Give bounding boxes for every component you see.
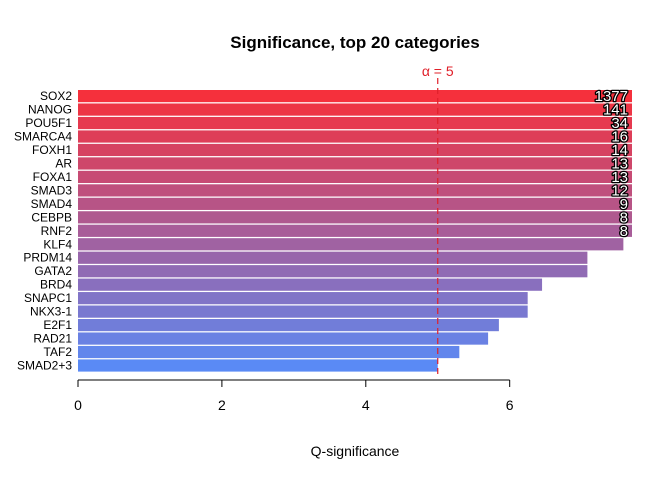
bar-smad2-3 bbox=[78, 359, 438, 372]
bar-smad3 bbox=[78, 184, 632, 197]
x-tick-label: 2 bbox=[218, 397, 226, 413]
bar-rnf2 bbox=[78, 224, 632, 237]
category-label: KLF4 bbox=[43, 237, 72, 251]
bar-sox2 bbox=[78, 90, 632, 103]
category-label: SMARCA4 bbox=[14, 130, 72, 144]
category-label: SOX2 bbox=[40, 89, 72, 103]
category-label: SNAPC1 bbox=[24, 291, 72, 305]
bar-e2f1 bbox=[78, 318, 499, 332]
x-axis: 0 2 4 6 bbox=[74, 379, 514, 413]
category-label: FOXA1 bbox=[33, 170, 73, 184]
bar-smarca4 bbox=[78, 130, 632, 143]
bar-pou5f1 bbox=[78, 116, 632, 130]
value-label: 141 bbox=[603, 102, 628, 119]
category-label: PRDM14 bbox=[23, 251, 72, 265]
value-label: 12 bbox=[611, 182, 628, 199]
category-label: BRD4 bbox=[40, 278, 72, 292]
category-label: NKX3-1 bbox=[30, 305, 72, 319]
value-label: 13 bbox=[611, 155, 628, 172]
bar-gata2 bbox=[78, 265, 588, 278]
x-tick-label: 4 bbox=[362, 397, 370, 413]
x-axis-label: Q-significance bbox=[311, 443, 400, 459]
value-label: 9 bbox=[620, 196, 628, 213]
value-label: 34 bbox=[611, 115, 628, 132]
bar-foxa1 bbox=[78, 170, 632, 184]
category-label: POU5F1 bbox=[25, 116, 72, 130]
category-label: CEBPB bbox=[31, 210, 72, 224]
category-label: SMAD4 bbox=[31, 197, 73, 211]
value-label: 16 bbox=[611, 129, 628, 146]
bar-nanog bbox=[78, 103, 632, 116]
bar-nkx3-1 bbox=[78, 305, 528, 318]
bar-brd4 bbox=[78, 278, 543, 291]
value-label: 14 bbox=[611, 142, 628, 159]
chart-title: Significance, top 20 categories bbox=[230, 33, 479, 52]
value-label: 8 bbox=[620, 209, 628, 226]
category-label: TAF2 bbox=[44, 345, 73, 359]
category-label: E2F1 bbox=[43, 318, 72, 332]
threshold-label: α = 5 bbox=[422, 63, 454, 79]
bar-klf4 bbox=[78, 238, 624, 251]
category-label: NANOG bbox=[28, 103, 72, 117]
value-label: 8 bbox=[620, 223, 628, 240]
bar-cebpb bbox=[78, 211, 632, 224]
bar-smad4 bbox=[78, 197, 632, 210]
bar-rad21 bbox=[78, 332, 489, 345]
category-label: SMAD3 bbox=[31, 183, 73, 197]
category-label: FOXH1 bbox=[32, 143, 72, 157]
category-label: GATA2 bbox=[34, 264, 72, 278]
bars-group bbox=[78, 90, 632, 372]
value-label: 1377 bbox=[595, 88, 628, 105]
bar-foxh1 bbox=[78, 143, 632, 157]
category-label: RAD21 bbox=[33, 332, 72, 346]
category-label: RNF2 bbox=[41, 224, 73, 238]
category-label: SMAD2+3 bbox=[17, 359, 72, 373]
value-label: 13 bbox=[611, 169, 628, 186]
x-tick-label: 6 bbox=[506, 397, 514, 413]
bar-ar bbox=[78, 157, 632, 170]
bar-prdm14 bbox=[78, 251, 588, 264]
category-labels: SOX2NANOGPOU5F1SMARCA4FOXH1ARFOXA1SMAD3S… bbox=[14, 89, 72, 372]
category-label: AR bbox=[55, 156, 72, 170]
x-tick-label: 0 bbox=[74, 397, 82, 413]
bar-taf2 bbox=[78, 345, 460, 359]
bar-snapc1 bbox=[78, 292, 528, 305]
